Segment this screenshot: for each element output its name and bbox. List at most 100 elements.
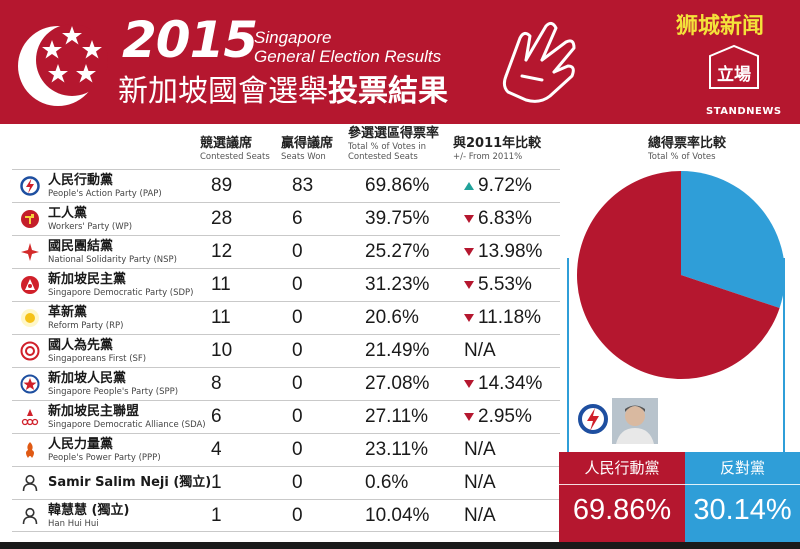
up-triangle-icon (464, 182, 474, 190)
down-triangle-icon (464, 413, 474, 421)
party-name-zh: 新加坡民主聯盟 (48, 404, 140, 419)
party-name: 人民力量黨 People's Power Party (PPP) (48, 437, 161, 463)
contested-seats: 89 (211, 175, 233, 196)
change-value: 2.95% (478, 406, 532, 427)
change-from-2011: N/A (464, 505, 496, 527)
ppp-icon (21, 441, 39, 459)
table-row: 革新黨 Reform Party (RP) 11 0 20.6% 11.18% (12, 301, 560, 334)
change-value: 13.98% (478, 241, 543, 262)
pap-total-box: 人民行動黨 69.86% (559, 452, 685, 542)
seats-won: 0 (292, 472, 303, 493)
pie-slice-opposition (681, 171, 785, 309)
opposition-total-value: 30.14% (693, 494, 792, 526)
vote-pct: 69.86% (365, 175, 430, 196)
col-change: 與2011年比較 +/- From 2011% (453, 136, 541, 162)
seats-won: 0 (292, 406, 303, 427)
down-triangle-icon (464, 380, 474, 388)
person-icon (22, 474, 38, 492)
party-name: 新加坡民主聯盟 Singapore Democratic Alliance (SD… (48, 404, 206, 430)
vote-pct: 27.11% (365, 406, 429, 427)
col-pct: 參選選區得票率 Total % of Votes in Contested Se… (348, 126, 439, 162)
seats-won: 0 (292, 439, 303, 460)
contested-seats: 28 (211, 208, 233, 229)
contested-seats: 6 (211, 406, 222, 427)
party-name-en: Reform Party (RP) (48, 321, 124, 331)
col-pct-en2: Contested Seats (348, 152, 418, 162)
vote-pct: 21.49% (365, 340, 430, 361)
header-banner: 2015 Singapore General Election Results … (0, 0, 800, 124)
vote-pct: 25.27% (365, 241, 430, 262)
change-value: 6.83% (478, 208, 532, 229)
party-name-zh: 新加坡民主黨 (48, 272, 127, 287)
contested-seats: 4 (211, 439, 222, 460)
nsp-star-icon (21, 243, 39, 261)
change-from-2011: N/A (464, 340, 496, 362)
change-value: 9.72% (478, 175, 532, 196)
contested-seats: 10 (211, 340, 233, 361)
table-row: 工人黨 Workers' Party (WP) 28 6 39.75% 6.83% (12, 202, 560, 235)
sdp-icon (21, 276, 39, 294)
party-name: 革新黨 Reform Party (RP) (48, 305, 123, 331)
col-won-en: Seats Won (281, 152, 326, 162)
sf-icon (20, 341, 40, 361)
down-triangle-icon (464, 314, 474, 322)
party-name-en: Singapore Democratic Party (SDP) (48, 288, 194, 298)
pap-total-label: 人民行動黨 (584, 459, 660, 477)
vote-share-pie (577, 171, 785, 379)
subtitle-country: Singapore (254, 28, 332, 47)
pap-logo-icon (578, 404, 608, 434)
vote-pct: 23.11% (365, 439, 429, 460)
candidate-portrait (612, 398, 658, 444)
change-value: N/A (464, 505, 496, 526)
seats-won: 0 (292, 241, 303, 262)
seats-won: 0 (292, 274, 303, 295)
table-row: 國人為先黨 Singaporeans First (SF) 10 0 21.49% N/A (12, 334, 560, 367)
col-change-zh: 與2011年比較 (453, 136, 542, 151)
vote-pct: 39.75% (365, 208, 430, 229)
table-row: 新加坡人民黨 Singapore People's Party (SPP) 8 0 27… (12, 367, 560, 400)
party-name-en: Singaporeans First (SF) (48, 354, 147, 364)
vote-pct: 31.23% (365, 274, 430, 295)
col-won-zh: 贏得議席 (281, 136, 334, 151)
voting-hand-icon (502, 21, 576, 103)
party-name-zh: 工人黨 (48, 206, 88, 221)
change-from-2011: 2.95% (464, 406, 532, 428)
standnews-logo-text: 立場 (717, 64, 751, 85)
contested-seats: 11 (211, 307, 231, 328)
pie-frame (567, 258, 785, 454)
col-change-en: +/- From 2011% (453, 152, 523, 162)
results-table: 人民行動黨 People's Action Party (PAP) 89 83 69.8… (12, 169, 560, 532)
table-row: 人民力量黨 People's Power Party (PPP) 4 0 23.11% N… (12, 433, 560, 466)
party-name-zh: 韓慧慧 (獨立) (48, 503, 130, 518)
change-value: N/A (464, 472, 496, 493)
party-name: 韓慧慧 (獨立) Han Hui Hui (48, 503, 129, 529)
party-name: Samir Salim Neji (獨立) (48, 475, 211, 491)
table-row: 國民團結黨 National Solidarity Party (NSP) 12 0 2… (12, 235, 560, 268)
pap-total-value: 69.86% (572, 494, 672, 526)
subtitle-results: General Election Results (254, 47, 442, 66)
down-triangle-icon (464, 248, 474, 256)
contested-seats: 8 (211, 373, 222, 394)
change-from-2011: 5.53% (464, 274, 532, 296)
col-total-en: Total % of Votes (648, 152, 716, 162)
party-name: 國民團結黨 National Solidarity Party (NSP) (48, 239, 177, 265)
col-pct-zh: 參選選區得票率 (348, 126, 440, 141)
party-name-en: Singapore People's Party (SPP) (48, 387, 179, 397)
change-from-2011: 11.18% (464, 307, 541, 329)
vote-pct: 0.6% (365, 472, 409, 493)
down-triangle-icon (464, 215, 474, 223)
party-name-zh: 國民團結黨 (48, 239, 114, 254)
party-name-zh: Samir Salim Neji (獨立) (48, 475, 212, 490)
table-header: 競選議席 Contested Seats 贏得議席 Seats Won 參選選區… (0, 126, 560, 170)
contested-seats: 12 (211, 241, 233, 262)
change-from-2011: 13.98% (464, 241, 542, 263)
seats-won: 0 (292, 307, 303, 328)
opposition-total-box: 反對黨 30.14% (685, 452, 800, 542)
table-row: Samir Salim Neji (獨立) 1 0 0.6% N/A (12, 466, 560, 499)
page-title: 新加坡國會選舉投票結果 (118, 74, 448, 110)
publisher-label: STANDNEWS (706, 106, 782, 117)
bottom-bar (0, 542, 800, 549)
seats-won: 0 (292, 505, 303, 526)
pie-slice-pap (577, 171, 780, 379)
party-name: 新加坡民主黨 Singapore Democratic Party (SDP) (48, 272, 194, 298)
